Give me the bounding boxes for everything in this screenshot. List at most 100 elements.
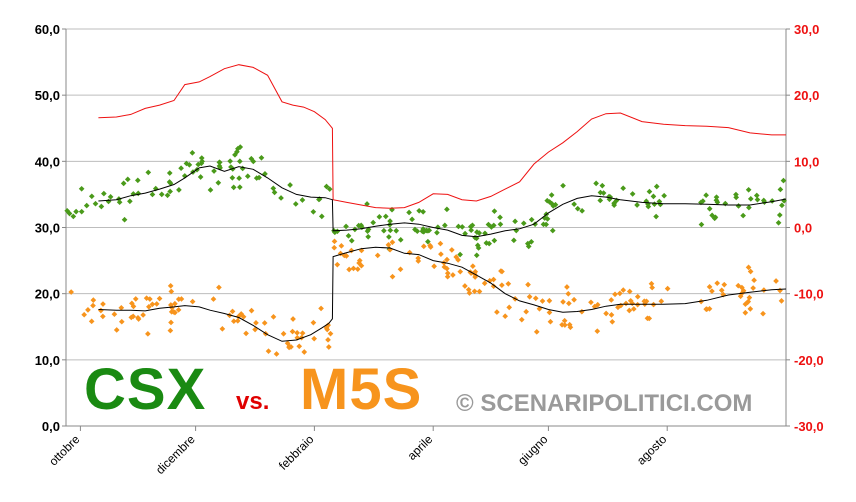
scatter-point [779, 202, 785, 209]
scatter-point [381, 227, 387, 234]
scatter-point [149, 191, 156, 198]
x-tick-label: aprile [405, 432, 436, 463]
scatter-point [210, 296, 217, 302]
scatter-point [653, 213, 659, 220]
scatter-point [713, 194, 720, 200]
vs-label: vs. [236, 388, 270, 415]
scatter-point [189, 298, 196, 305]
scatter-point [299, 197, 306, 203]
scatter-point [385, 242, 392, 248]
scatter-point [253, 175, 260, 181]
scatter-point [506, 304, 513, 311]
scatter-point [85, 307, 91, 313]
scatter-point [733, 191, 739, 198]
scatter-point [118, 304, 125, 311]
scatter-point [462, 230, 468, 237]
scatter-point [387, 218, 393, 224]
scatter-point [145, 169, 152, 176]
x-tick-label: agosto [634, 432, 670, 468]
scatter-point [615, 304, 621, 311]
scatter-point [599, 182, 606, 189]
scatter-point [88, 193, 95, 200]
scatter-point [292, 201, 299, 207]
scatter-point [420, 208, 426, 215]
scatter-point [742, 309, 749, 316]
scatter-point [714, 280, 721, 286]
scatter-point [751, 277, 757, 284]
scatter-point [365, 233, 372, 240]
scatter-point [153, 301, 160, 307]
scatter-point [216, 284, 222, 291]
scatter-point [382, 213, 389, 220]
scatter-point [649, 284, 655, 291]
scatter-point [175, 296, 182, 302]
scatter-point [216, 159, 223, 166]
scatter-point [124, 176, 131, 183]
scatter-point [491, 208, 498, 214]
scatter-points [64, 144, 787, 357]
scatter-point [90, 297, 97, 303]
scatter-point [343, 223, 349, 230]
scatter-point [325, 337, 331, 343]
scatter-point [215, 179, 222, 186]
scatter-point [331, 238, 338, 245]
scatter-point [156, 295, 163, 302]
scatter-point [100, 313, 106, 320]
scatter-point [386, 221, 393, 228]
right-tick-label: -20,0 [794, 353, 824, 368]
scatter-point [111, 311, 118, 318]
scatter-point [450, 272, 456, 278]
scatter-point [560, 299, 566, 305]
scatter-point [270, 314, 277, 320]
scatter-point [287, 182, 293, 188]
copyright-watermark: © SCENARIPOLITICI.COM [456, 390, 753, 417]
scatter-point [311, 335, 317, 342]
scatter-point [348, 237, 355, 244]
scatter-point [626, 307, 633, 314]
scatter-point [455, 257, 461, 263]
scatter-point [753, 192, 760, 199]
scatter-point [140, 312, 146, 318]
scatter-point [444, 270, 451, 277]
scatter-point [620, 287, 627, 293]
scatter-point [523, 308, 529, 315]
scatter-point [78, 208, 85, 215]
scatter-point [698, 221, 705, 228]
x-tick-label: giugno [515, 432, 551, 468]
scatter-point [594, 328, 601, 334]
scatter-point [776, 212, 783, 218]
scatter-point [712, 214, 719, 221]
scatter-point [579, 208, 585, 214]
scatter-point [760, 197, 767, 204]
scatter-point [769, 198, 776, 204]
scatter-point [490, 283, 497, 290]
scatter-point [310, 208, 317, 215]
scatter-point [101, 190, 107, 197]
scatter-point [528, 216, 535, 223]
scatter-point [393, 227, 400, 234]
scatter-point [346, 266, 352, 273]
scatter-point [128, 314, 135, 321]
scatter-point [473, 252, 480, 259]
scatter-point [641, 298, 648, 305]
scatter-point [323, 183, 330, 190]
scatter-point [444, 256, 450, 263]
scatter-point [562, 322, 568, 328]
scatter-point [609, 318, 616, 325]
scatter-point [518, 316, 525, 323]
scatter-point [113, 327, 120, 333]
scatter-point [73, 208, 79, 215]
scatter-point [389, 239, 396, 246]
scatter-point [278, 195, 284, 201]
scatter-point [747, 306, 754, 312]
scatter-point [626, 288, 633, 295]
scatter-point [168, 319, 174, 326]
scatter-point [356, 260, 362, 266]
red-series-line [98, 64, 786, 209]
scatter-point [634, 202, 640, 208]
x-tick-label: ottobre [46, 432, 83, 469]
scatter-point [231, 318, 237, 325]
scatter-point [88, 318, 95, 325]
scatter-point [78, 185, 85, 192]
scatter-point [512, 218, 518, 225]
